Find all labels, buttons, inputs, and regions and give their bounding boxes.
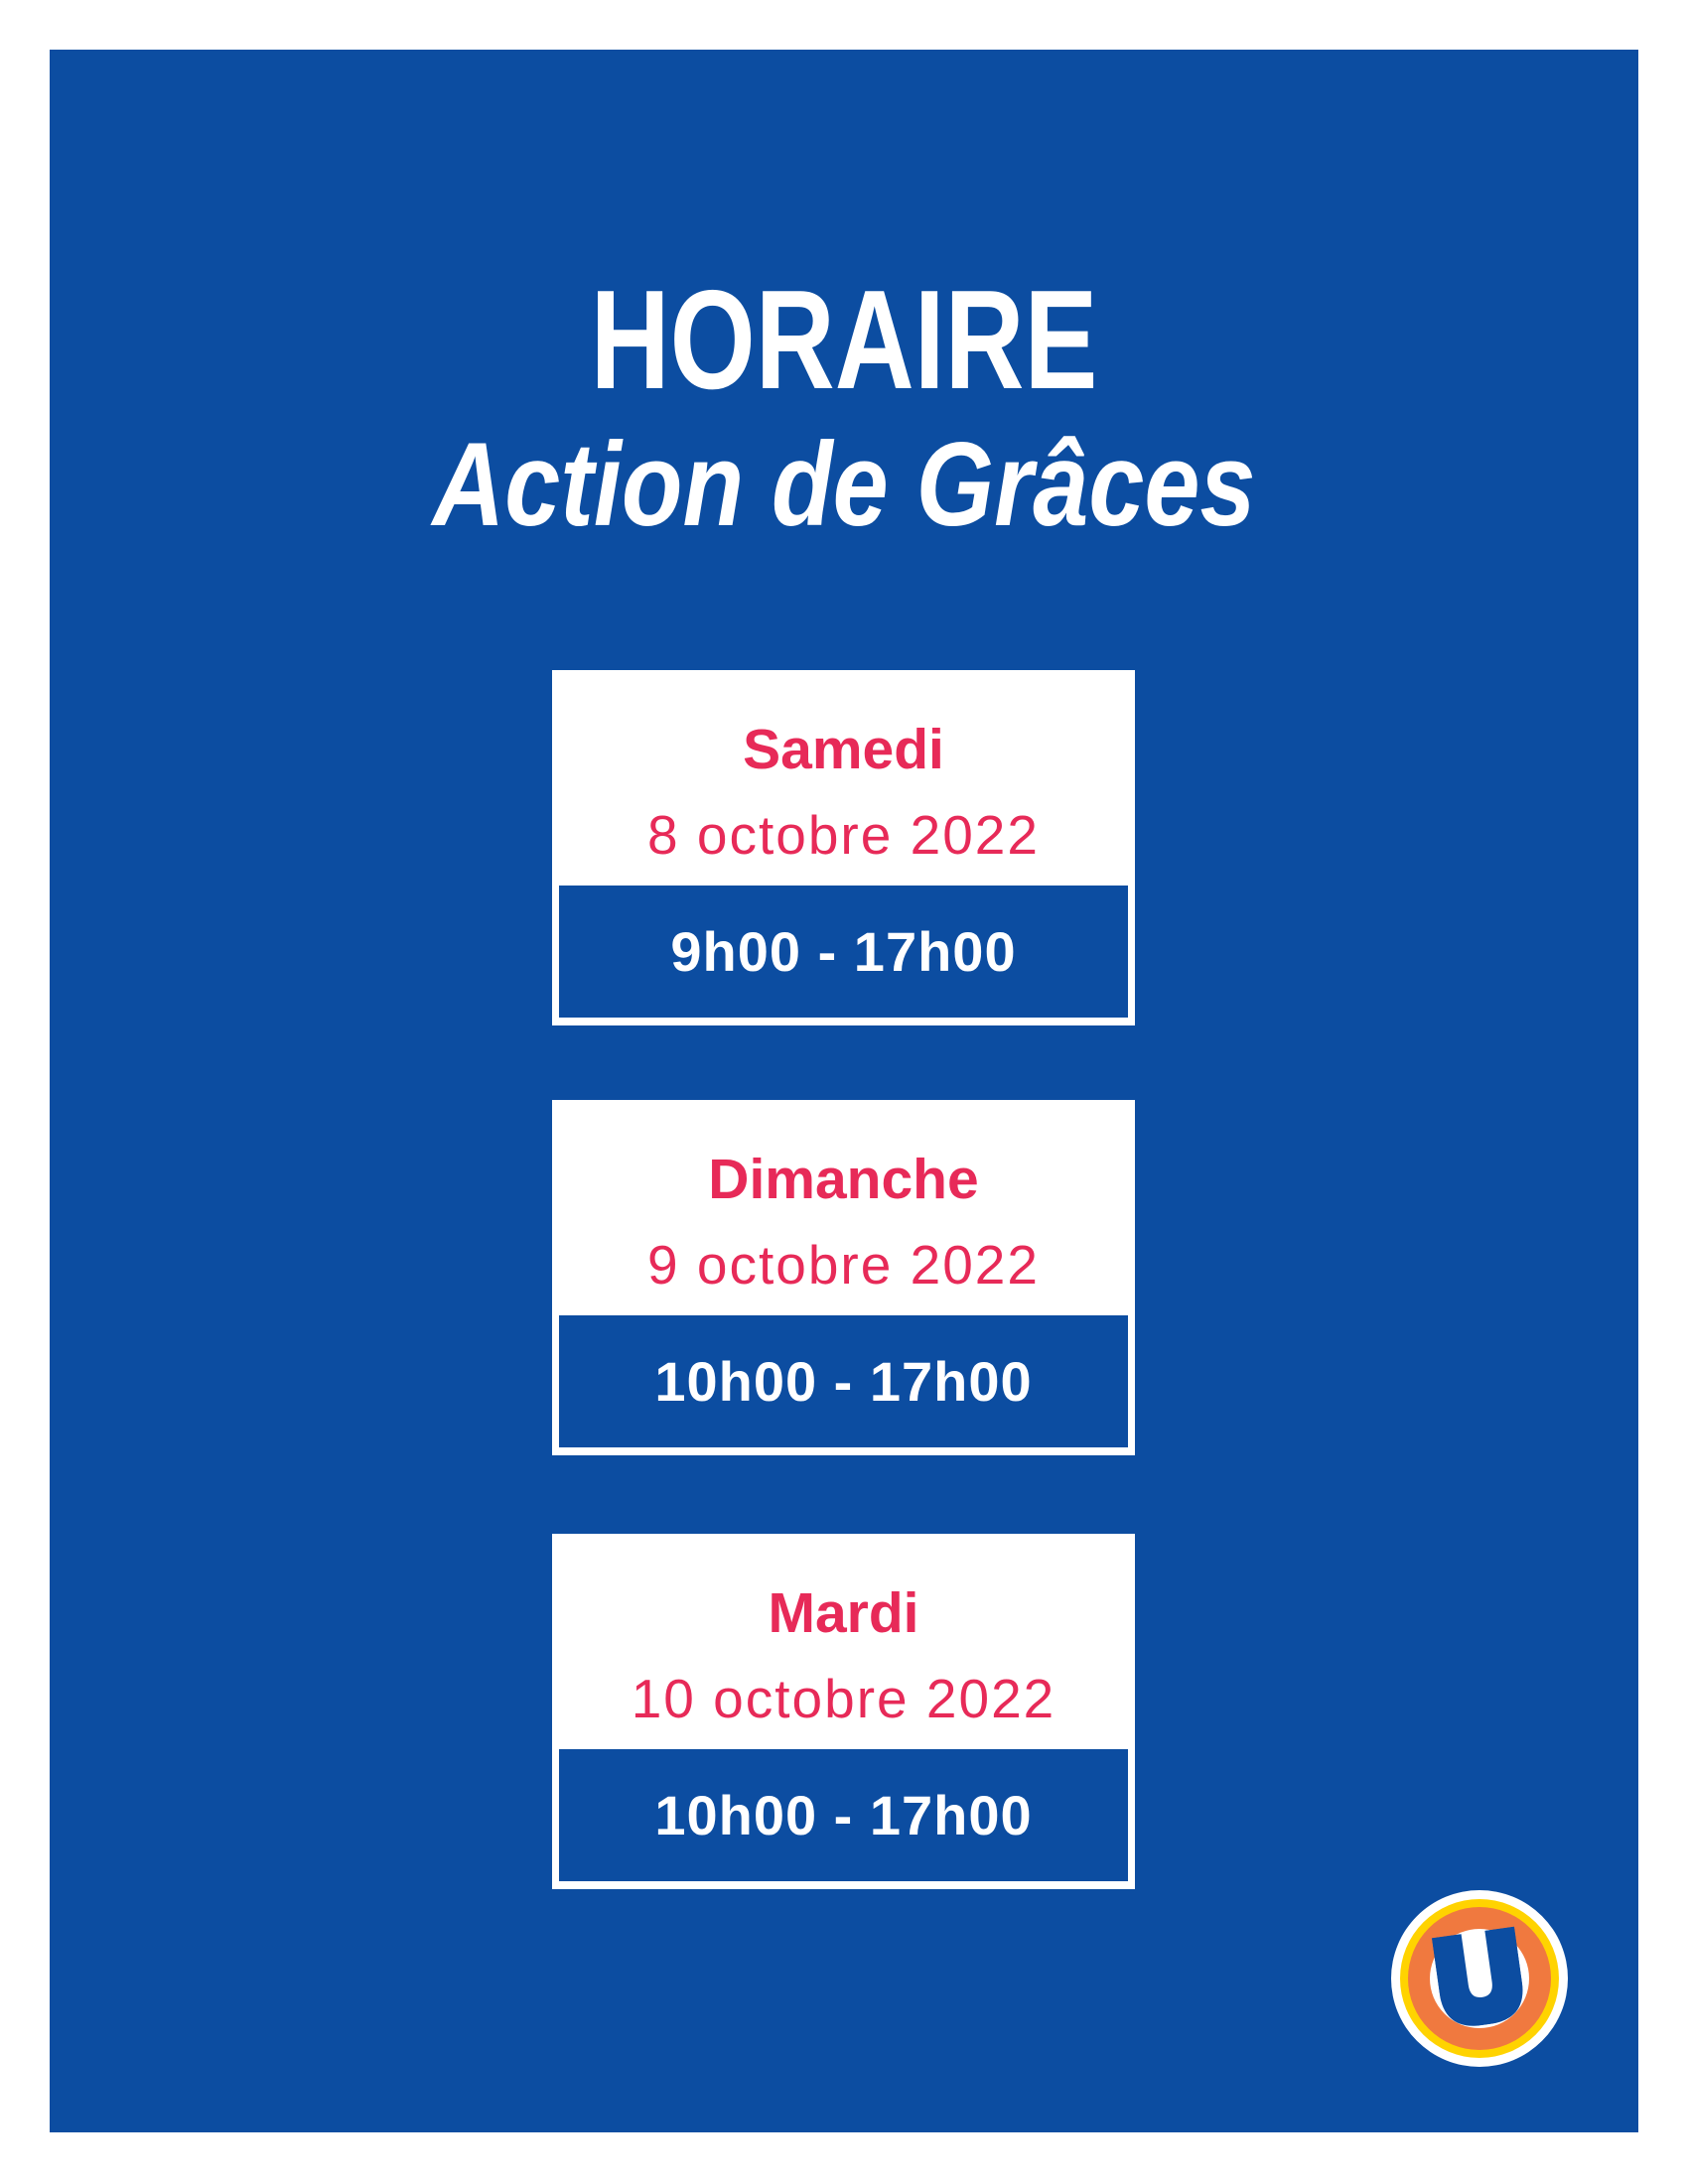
- schedule-card-saturday: Samedi 8 octobre 2022 9h00 - 17h00: [552, 670, 1135, 1025]
- card-hours-band: 9h00 - 17h00: [559, 886, 1128, 1018]
- card-date-label: 8 octobre 2022: [647, 804, 1040, 866]
- card-hours-label: 10h00 - 17h00: [654, 1783, 1033, 1846]
- card-day-label: Dimanche: [708, 1148, 979, 1211]
- card-date-label: 9 octobre 2022: [647, 1234, 1040, 1296]
- schedule-card-sunday: Dimanche 9 octobre 2022 10h00 - 17h00: [552, 1100, 1135, 1455]
- schedule-card-tuesday: Mardi 10 octobre 2022 10h00 - 17h00: [552, 1534, 1135, 1889]
- card-day-label: Mardi: [768, 1581, 919, 1645]
- card-hours-label: 9h00 - 17h00: [670, 919, 1017, 983]
- u-logo: [1391, 1890, 1568, 2067]
- u-letter-icon: [1431, 1926, 1523, 2026]
- poster-background: HORAIRE Action de Grâces Samedi 8 octobr…: [50, 50, 1638, 2132]
- poster-subtitle: Action de Grâces: [432, 418, 1256, 551]
- card-day-label: Samedi: [743, 718, 944, 781]
- card-hours-label: 10h00 - 17h00: [654, 1349, 1033, 1413]
- card-date-label: 10 octobre 2022: [631, 1668, 1056, 1729]
- card-hours-band: 10h00 - 17h00: [559, 1749, 1128, 1881]
- poster-title: HORAIRE: [590, 261, 1098, 419]
- card-hours-band: 10h00 - 17h00: [559, 1315, 1128, 1447]
